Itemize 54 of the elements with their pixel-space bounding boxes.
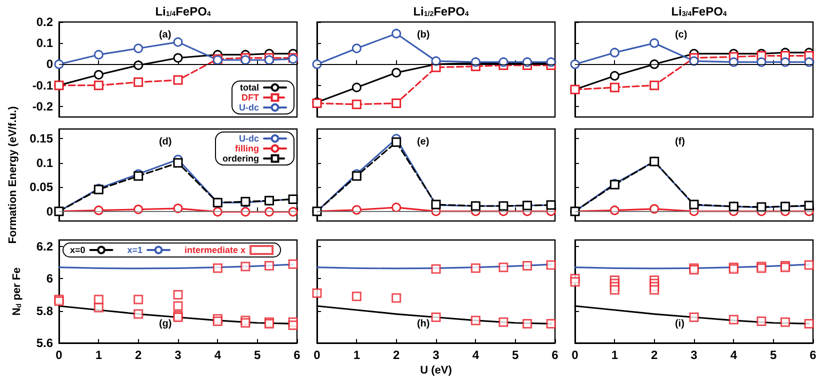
x-tick-label: 4 (472, 348, 480, 362)
y-axis-title: Formation Energy (eV/f.u.) (7, 106, 20, 244)
y-tick-label: 0.05 (30, 180, 54, 194)
annotation: (g) (158, 318, 172, 330)
x-tick-label: 3 (690, 348, 698, 362)
x-tick-label: 0 (314, 348, 321, 362)
legend-label: filling (235, 144, 259, 154)
y-tick-label: 0.1 (36, 36, 54, 50)
x-tick-label: 6 (810, 348, 817, 362)
annotation: (b) (416, 30, 430, 40)
y-tick-label: -0.2 (32, 99, 54, 114)
legend-label: DFT (242, 92, 260, 102)
legend-label: U-dc (239, 134, 259, 144)
x-tick-label: 4 (730, 348, 738, 362)
x-tick-label: 3 (174, 348, 182, 362)
annotation: (i) (674, 318, 684, 330)
y-tick-label: 6 (46, 272, 54, 286)
y-tick-label: 0 (46, 57, 54, 72)
y-tick-label: -0.1 (32, 78, 54, 92)
x-tick-label: 1 (353, 348, 360, 362)
legend-label: intermediate x (184, 245, 246, 255)
y-tick-label: 5.8 (36, 304, 54, 318)
legend-label: ordering (222, 154, 259, 164)
x-tick-label: 2 (134, 348, 142, 362)
x-tick-label: 0 (572, 348, 579, 362)
y-tick-label: 0.1 (36, 156, 54, 170)
x-tick-label: 2 (392, 348, 400, 362)
x-tick-label: 2 (650, 348, 658, 362)
annotation: (d) (158, 136, 172, 148)
x-tick-label: 1 (611, 348, 618, 362)
y-tick-label: 0.15 (30, 132, 54, 146)
x-tick-label: 0 (56, 348, 63, 362)
legend-label: x=0 (70, 245, 86, 255)
annotation: (e) (416, 136, 430, 148)
annotation: (a) (158, 30, 172, 40)
legend-label: total (240, 82, 259, 92)
x-tick-label: 6 (552, 348, 559, 362)
x-tick-label: 5 (770, 348, 777, 362)
y-tick-label: 5.6 (36, 336, 54, 350)
x-tick-label: 5 (512, 348, 519, 362)
x-tick-label: 1 (95, 348, 102, 362)
annotation: (f) (674, 136, 685, 148)
y-tick-label: 0.2 (36, 15, 54, 29)
legend-label: U-dc (239, 102, 259, 112)
legend-label: x=1 (127, 245, 143, 255)
x-tick-label: 5 (254, 348, 261, 362)
annotation: (h) (416, 318, 430, 330)
y-tick-label: 0 (46, 204, 54, 218)
x-tick-label: 3 (432, 348, 440, 362)
annotation: (c) (674, 30, 688, 40)
y-tick-label: 6.2 (36, 239, 54, 254)
x-axis-title: U (eV) (420, 364, 452, 376)
x-tick-label: 6 (294, 348, 301, 362)
x-tick-label: 4 (214, 348, 222, 362)
